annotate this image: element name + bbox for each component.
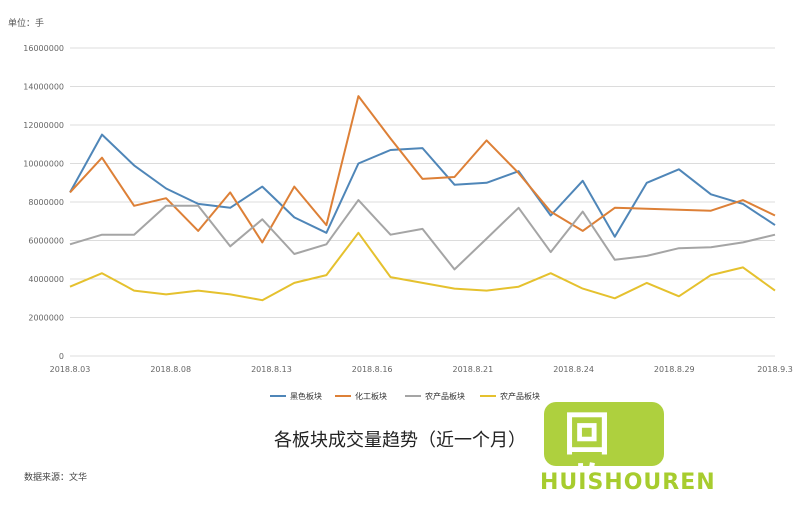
legend-label: 黑色板块 <box>290 391 322 401</box>
x-tick-label: 2018.8.13 <box>251 365 292 374</box>
y-tick-label: 8000000 <box>28 198 64 207</box>
x-tick-label: 2018.8.03 <box>50 365 91 374</box>
y-tick-label: 2000000 <box>28 314 64 323</box>
y-tick-label: 10000000 <box>23 160 64 169</box>
y-tick-label: 14000000 <box>23 83 64 92</box>
y-tick-label: 12000000 <box>23 121 64 130</box>
x-tick-label: 2018.9.3 <box>757 365 793 374</box>
y-tick-label: 0 <box>59 352 64 361</box>
legend-label: 农产品板块 <box>500 391 540 401</box>
legend-label: 农产品板块 <box>425 391 465 401</box>
x-tick-label: 2018.8.21 <box>452 365 493 374</box>
watermark-glyph: 回收 <box>564 408 650 460</box>
x-tick-label: 2018.8.16 <box>352 365 393 374</box>
x-tick-label: 2018.8.24 <box>553 365 594 374</box>
x-tick-label: 2018.8.29 <box>654 365 695 374</box>
y-tick-label: 6000000 <box>28 237 64 246</box>
series-line <box>70 96 775 242</box>
watermark-logo: 回收 HUISHOUREN <box>540 398 800 500</box>
series-line <box>70 200 775 269</box>
series-line <box>70 233 775 300</box>
legend-label: 化工板块 <box>355 391 387 401</box>
y-tick-label: 4000000 <box>28 275 64 284</box>
line-chart: 0 2000000 4000000 6000000 8000000 10000000 120… <box>0 0 800 420</box>
watermark-text: HUISHOUREN <box>540 470 716 495</box>
data-source: 数据来源：文华 <box>24 470 87 483</box>
series-line <box>70 135 775 237</box>
y-tick-label: 16000000 <box>23 44 64 53</box>
x-tick-label: 2018.8.08 <box>150 365 191 374</box>
